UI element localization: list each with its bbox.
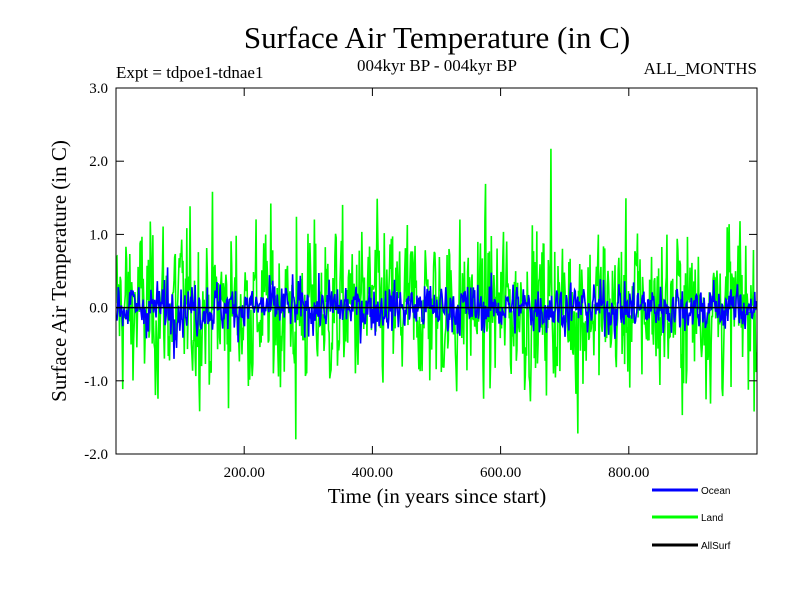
y-tick-label: 0.0	[89, 301, 108, 317]
legend-label-ocean: Ocean	[701, 486, 730, 497]
series-line-ocean	[115, 267, 758, 359]
y-tick-label: 2.0	[89, 154, 108, 170]
plot-frame	[115, 87, 758, 455]
y-tick-label: -2.0	[84, 447, 108, 463]
x-tick-label: 600.00	[480, 465, 521, 481]
y-axis-label: Surface Air Temperature (in C)	[47, 140, 71, 402]
x-tick-label: 400.00	[352, 465, 393, 481]
chart-subtitle: 004kyr BP - 004kyr BP	[357, 56, 517, 75]
x-axis-label: Time (in years since start)	[328, 484, 547, 508]
y-tick-label: 1.0	[89, 227, 108, 243]
season-label: ALL_MONTHS	[644, 59, 757, 78]
y-tick-label: 3.0	[89, 81, 108, 97]
chart-title: Surface Air Temperature (in C)	[244, 20, 630, 55]
tick-layer: 200.00 400.00 600.00 800.00 -2.0 -1.0 0.0 1.0 2.…	[84, 81, 757, 481]
y-tick-label: -1.0	[84, 374, 108, 390]
expt-label: Expt = tdpoe1-tdnae1	[116, 63, 263, 82]
x-tick-label: 800.00	[608, 465, 649, 481]
legend: Ocean Land AllSurf	[652, 486, 731, 552]
legend-label-allsurf: AllSurf	[701, 541, 731, 552]
legend-label-land: Land	[701, 513, 723, 524]
series-line-land	[115, 148, 758, 440]
x-tick-label: 200.00	[224, 465, 265, 481]
series-layer	[115, 148, 758, 440]
